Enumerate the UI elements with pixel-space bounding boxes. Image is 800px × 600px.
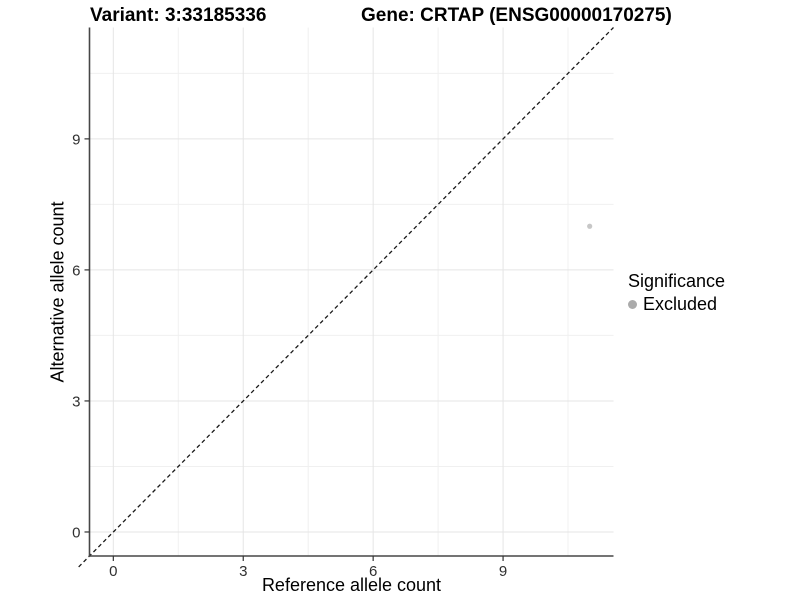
y-axis-title: Alternative allele count	[47, 201, 68, 383]
y-tick-label: 0	[72, 524, 80, 541]
legend-title: Significance	[628, 271, 726, 291]
variant-title: Variant: 3:33185336	[90, 5, 267, 26]
x-axis-title: Reference allele count	[261, 575, 442, 595]
excluded-point-icon	[628, 300, 637, 309]
y-tick-label: 3	[72, 393, 80, 410]
y-tick-label: 9	[72, 131, 80, 148]
x-tick-label: 3	[239, 563, 247, 580]
x-tick-label: 9	[499, 563, 507, 580]
x-tick-label: 0	[109, 563, 117, 580]
data-point	[587, 223, 593, 229]
legend-item-excluded: Excluded	[628, 294, 725, 315]
legend-item-label: Excluded	[643, 294, 718, 314]
x-tick-label: 6	[369, 563, 377, 580]
identity-dashed-line	[78, 27, 614, 568]
gene-title: Gene: CRTAP (ENSG00000170275)	[361, 5, 672, 26]
legend: Significance Excluded	[628, 271, 725, 315]
y-tick-label: 6	[72, 262, 80, 279]
